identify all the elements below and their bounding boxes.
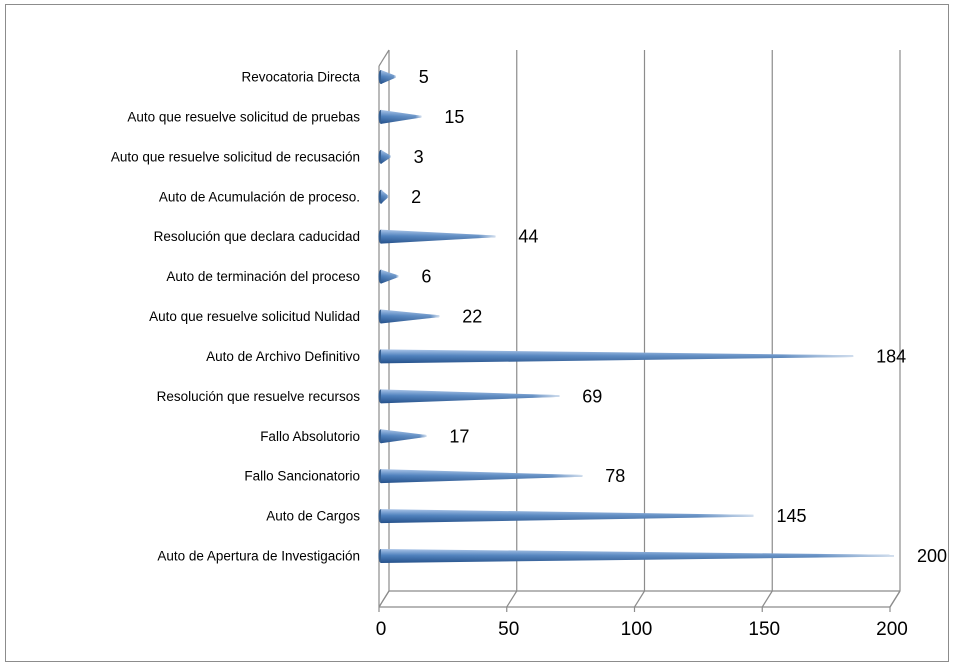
value-label: 6 bbox=[421, 267, 431, 287]
bars bbox=[378, 70, 894, 563]
value-label: 145 bbox=[776, 506, 806, 526]
value-label: 17 bbox=[449, 426, 469, 446]
floor-gridline bbox=[889, 590, 901, 608]
category-label: Fallo Absolutorio bbox=[260, 429, 360, 444]
value-label: 22 bbox=[462, 307, 482, 327]
side-wall-top-edge bbox=[378, 49, 390, 67]
category-label: Auto de Apertura de Investigación bbox=[157, 549, 360, 564]
x-tick-label: 200 bbox=[876, 619, 908, 640]
value-labels: 5 15 3 2 44 6 22 184 69 17 78 145 200 bbox=[411, 67, 947, 566]
x-tick-label: 0 bbox=[376, 619, 387, 640]
category-label: Auto que resuelve solicitud de recusació… bbox=[111, 149, 360, 164]
category-label: Auto de terminación del proceso bbox=[166, 269, 360, 284]
bar-highlight bbox=[381, 189, 389, 204]
bar bbox=[378, 469, 583, 484]
bar bbox=[378, 549, 894, 563]
bar-highlight bbox=[381, 309, 440, 324]
value-label: 3 bbox=[414, 147, 424, 167]
value-label: 184 bbox=[876, 346, 906, 366]
bar bbox=[378, 349, 854, 364]
category-label: Revocatoria Directa bbox=[241, 70, 360, 85]
value-label: 2 bbox=[411, 187, 421, 207]
floor-gridline bbox=[761, 590, 773, 608]
bar-highlight bbox=[381, 269, 399, 284]
x-tick-labels: 0 50 100 150 200 bbox=[376, 619, 908, 640]
chart-frame: Revocatoria Directa Auto que resuelve sol… bbox=[5, 4, 949, 662]
bar-highlight bbox=[381, 429, 427, 444]
x-tick-label: 150 bbox=[748, 619, 780, 640]
value-label: 15 bbox=[444, 107, 464, 127]
bar bbox=[378, 70, 396, 84]
category-label: Resolución que declara caducidad bbox=[154, 229, 360, 244]
category-label: Auto que resuelve solicitud de pruebas bbox=[127, 109, 360, 124]
category-label: Fallo Sancionatorio bbox=[244, 469, 360, 484]
bar bbox=[378, 309, 440, 324]
x-tick-label: 50 bbox=[498, 619, 519, 640]
bar bbox=[378, 509, 754, 524]
floor-gridline bbox=[633, 590, 646, 608]
bar bbox=[378, 229, 496, 244]
x-tick-label: 100 bbox=[621, 619, 653, 640]
floor-gridline bbox=[506, 590, 518, 608]
category-label: Auto que resuelve solicitud Nulidad bbox=[149, 309, 360, 324]
value-label: 44 bbox=[518, 227, 538, 247]
gridlines bbox=[378, 50, 901, 612]
value-label: 200 bbox=[917, 546, 947, 566]
bar-highlight bbox=[381, 349, 854, 364]
bar bbox=[378, 389, 560, 404]
bar bbox=[378, 269, 399, 284]
floor-gridline bbox=[378, 590, 390, 608]
value-label: 69 bbox=[582, 386, 602, 406]
bar-highlight bbox=[381, 469, 583, 484]
bar-highlight bbox=[381, 229, 496, 244]
category-label: Auto de Cargos bbox=[266, 509, 360, 524]
bar-highlight bbox=[381, 549, 894, 563]
category-label: Auto de Archivo Definitivo bbox=[206, 349, 360, 364]
value-label: 78 bbox=[605, 466, 625, 486]
category-labels: Revocatoria Directa Auto que resuelve sol… bbox=[111, 70, 361, 564]
chart-walls bbox=[378, 49, 901, 608]
bar bbox=[378, 429, 427, 444]
bar-highlight bbox=[381, 109, 422, 124]
value-label: 5 bbox=[419, 67, 429, 87]
category-label: Auto de Acumulación de proceso. bbox=[159, 189, 360, 204]
bar bbox=[378, 109, 422, 124]
bar bbox=[378, 149, 391, 164]
bar-highlight bbox=[381, 70, 396, 84]
category-label: Resolución que resuelve recursos bbox=[157, 389, 361, 404]
bar bbox=[378, 189, 389, 204]
bar-highlight bbox=[381, 389, 560, 404]
cone-bar-chart: Revocatoria Directa Auto que resuelve sol… bbox=[111, 49, 947, 640]
bar-highlight bbox=[381, 149, 391, 164]
bar-highlight bbox=[381, 509, 754, 524]
